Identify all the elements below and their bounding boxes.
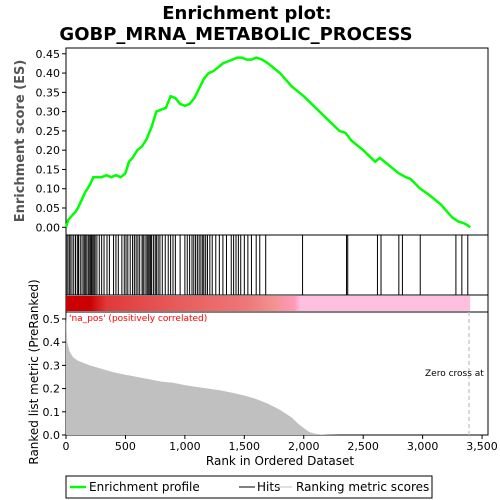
- enrichment-profile-line: [64, 56, 471, 229]
- x-tick-label: 2,000: [288, 440, 320, 453]
- x-tick-label: 3,500: [466, 440, 498, 453]
- es-tick-label: 0.35: [36, 86, 61, 99]
- metric-y-ticks: 0.0 0.1 0.2 0.3 0.4 0.5: [43, 313, 66, 442]
- es-tick-label: 0.25: [36, 125, 61, 138]
- es-tick-label: 0.30: [36, 106, 61, 119]
- metric-tick-label: 0.1: [43, 406, 61, 419]
- positive-correlation-label: 'na_pos' (positively correlated): [69, 314, 207, 324]
- es-plot-area: [64, 56, 471, 229]
- metric-tick-label: 0.5: [43, 313, 61, 326]
- es-tick-label: 0.20: [36, 144, 61, 157]
- x-axis-label: Rank in Ordered Dataset: [206, 454, 354, 468]
- es-tick-label: 0.00: [36, 221, 61, 234]
- x-axis-ticks: 0 500 1,000 1,500 2,000 2,500 3,000 3,500: [63, 435, 498, 453]
- legend-es-label: Enrichment profile: [89, 480, 200, 494]
- metric-y-axis-label: Ranked list metric (PreRanked): [27, 279, 41, 464]
- es-tick-label: 0.40: [36, 67, 61, 80]
- es-tick-label: 0.15: [36, 163, 61, 176]
- es-y-ticks: 0.00 0.05 0.10 0.15 0.20 0.25 0.30 0.35 0.40 0.45: [36, 48, 66, 234]
- heatmap-bar: [66, 296, 471, 311]
- legend-metric-label: Ranking metric scores: [296, 480, 429, 494]
- es-tick-label: 0.05: [36, 202, 61, 215]
- x-tick-label: 3,000: [407, 440, 439, 453]
- hits-panel-frame: [65, 234, 489, 296]
- es-panel-frame: [65, 47, 489, 236]
- hits-plot-area: [66, 235, 469, 295]
- es-tick-label: 0.10: [36, 183, 61, 196]
- metric-tick-label: 0.3: [43, 359, 61, 372]
- metric-tick-label: 0.2: [43, 383, 61, 396]
- es-tick-label: 0.45: [36, 48, 61, 61]
- ranking-metric-area: [66, 312, 471, 435]
- legend: Enrichment profile Hits Ranking metric s…: [65, 475, 433, 499]
- chart-title-line1: Enrichment plot:: [162, 3, 332, 24]
- x-tick-label: 1,500: [229, 440, 261, 453]
- heatmap-fill: [66, 296, 471, 311]
- x-tick-label: 0: [63, 440, 70, 453]
- metric-plot-area: [66, 312, 471, 435]
- legend-hits-label: Hits: [257, 480, 280, 494]
- x-tick-label: 500: [115, 440, 136, 453]
- x-tick-label: 2,500: [347, 440, 379, 453]
- metric-tick-label: 0.4: [43, 336, 61, 349]
- metric-tick-label: 0.0: [43, 429, 61, 442]
- zero-cross-label: Zero cross at: [425, 369, 484, 379]
- es-y-axis-label: Enrichment score (ES): [13, 60, 28, 223]
- x-tick-label: 1,000: [169, 440, 201, 453]
- chart-title-line2: GOBP_MRNA_METABOLIC_PROCESS: [59, 24, 412, 45]
